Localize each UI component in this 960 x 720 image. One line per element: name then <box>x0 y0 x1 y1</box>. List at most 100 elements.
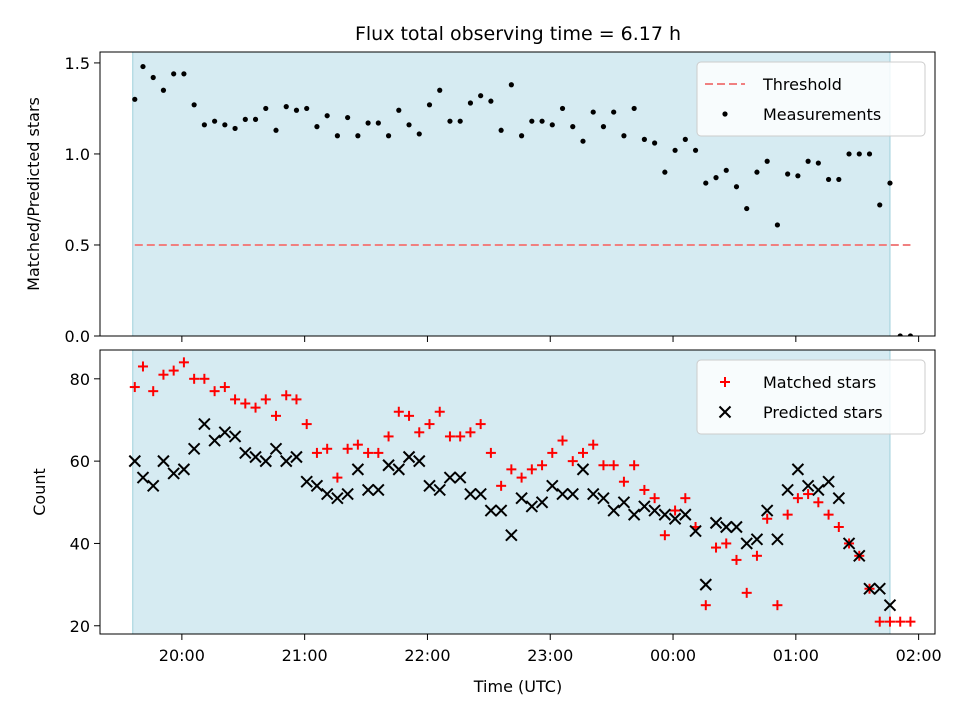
matched-star-point <box>557 435 568 446</box>
predicted-star-point <box>627 508 641 521</box>
plot-area <box>132 63 914 336</box>
x-tick-label: 02:00 <box>896 646 942 665</box>
measurement-point <box>672 147 678 153</box>
predicted-star-stroke-b <box>484 504 498 517</box>
predicted-star-stroke-b <box>177 463 191 476</box>
predicted-star-stroke-b <box>832 491 846 505</box>
measurement-point <box>508 82 514 88</box>
measurement-point <box>293 107 300 113</box>
x-tick-label: 22:00 <box>404 646 450 665</box>
measurement-point <box>150 74 156 81</box>
measurement-point <box>334 133 341 139</box>
predicted-star-point <box>566 487 579 501</box>
measurement-point <box>191 102 197 108</box>
measurement-point <box>212 118 218 124</box>
predicted-star-stroke-b <box>392 463 406 476</box>
predicted-star-point <box>280 454 293 468</box>
predicted-star-stroke-b <box>474 487 487 501</box>
bottom-panel-counts: 20 40 60 80 20:00 21:00 22:00 23:00 00:00 01:00 02… <box>70 349 942 665</box>
matched-star-point <box>700 600 711 611</box>
legend-predicted-swatch <box>718 405 732 419</box>
top-panel-ratio: 0.0 0.5 1.0 1.5 Threshold Measurements <box>65 51 936 346</box>
measurement-point <box>774 222 781 228</box>
matched-star-point <box>680 493 691 504</box>
measurement-point <box>467 100 474 106</box>
predicted-star-stroke-b <box>658 508 672 521</box>
predicted-star-stroke-b <box>883 598 897 612</box>
matched-star-point <box>311 447 322 458</box>
matched-star-point <box>731 554 742 565</box>
y-tick-label: 0.0 <box>65 327 90 346</box>
predicted-star-stroke-b <box>801 479 815 493</box>
measurement-point <box>263 105 269 112</box>
predicted-star-point <box>689 524 702 538</box>
legend: Threshold Measurements <box>696 61 926 137</box>
predicted-star-point <box>720 520 733 534</box>
predicted-star-point <box>750 533 764 546</box>
predicted-star-stroke-b <box>239 446 252 460</box>
measurement-point <box>457 118 463 124</box>
measurement-point <box>703 180 709 186</box>
predicted-star-stroke-b <box>638 500 651 513</box>
predicted-star-stroke-b <box>382 459 395 472</box>
matched-star-point <box>537 460 548 471</box>
predicted-star-stroke-b <box>842 537 856 550</box>
matched-star-point <box>833 521 844 532</box>
legend-box <box>696 359 926 435</box>
predicted-star-stroke-b <box>433 483 446 497</box>
predicted-star-point <box>781 483 794 497</box>
matched-star-point <box>792 493 803 504</box>
matched-star-point <box>721 538 732 549</box>
predicted-star-stroke-b <box>556 487 569 501</box>
matched-star-point <box>414 427 425 438</box>
predicted-star-point <box>249 450 262 464</box>
legend-label: Measurements <box>763 105 881 124</box>
predicted-star-stroke-b <box>167 467 180 480</box>
matched-star-point <box>434 406 445 417</box>
x-axis-label: Time (UTC) <box>473 677 562 696</box>
matched-star-point <box>506 464 517 475</box>
matched-star-point <box>618 476 629 487</box>
predicted-star-stroke-b <box>249 450 262 464</box>
matched-star-point <box>219 382 230 393</box>
legend-label: Threshold <box>762 75 842 94</box>
predicted-star-point <box>709 516 723 530</box>
x-tick-label: 21:00 <box>282 646 328 665</box>
predicted-star-point <box>832 491 846 505</box>
matched-star-point <box>496 480 507 491</box>
predicted-star-point <box>372 483 385 497</box>
predicted-star-point <box>413 454 426 468</box>
predicted-star-point <box>331 491 344 505</box>
y-axis-label-count: Count <box>30 468 49 516</box>
matched-star-point <box>363 447 374 458</box>
predicted-star-point <box>494 504 508 517</box>
predicted-star-stroke-b <box>627 508 641 521</box>
predicted-star-point <box>310 479 324 493</box>
predicted-star-stroke-b <box>505 529 518 542</box>
predicted-star-stroke-b <box>320 487 334 501</box>
measurement-point <box>549 122 555 128</box>
predicted-star-point <box>535 496 549 509</box>
measurement-point <box>498 127 504 133</box>
legend: Matched stars Predicted stars <box>696 359 926 435</box>
measurement-point <box>652 140 658 146</box>
predicted-star-stroke-b <box>668 512 682 525</box>
predicted-star-point <box>228 430 242 443</box>
measurement-point <box>580 138 586 144</box>
predicted-star-stroke-b <box>863 582 876 595</box>
predicted-star-stroke-b <box>730 520 743 534</box>
predicted-star-point <box>382 459 395 472</box>
measurement-point <box>825 176 832 183</box>
matched-star-point <box>383 431 394 442</box>
predicted-star-point <box>320 487 334 501</box>
predicted-star-point <box>863 582 876 595</box>
predicted-star-point <box>136 471 150 484</box>
matched-star-point <box>209 386 220 397</box>
matched-star-point <box>291 394 302 405</box>
predicted-star-point <box>147 479 160 493</box>
predicted-star-stroke-b <box>515 491 528 505</box>
predicted-star-stroke-b <box>617 496 631 509</box>
measurement-point <box>314 124 320 130</box>
matched-star-point <box>577 447 588 458</box>
predicted-star-point <box>464 487 477 501</box>
